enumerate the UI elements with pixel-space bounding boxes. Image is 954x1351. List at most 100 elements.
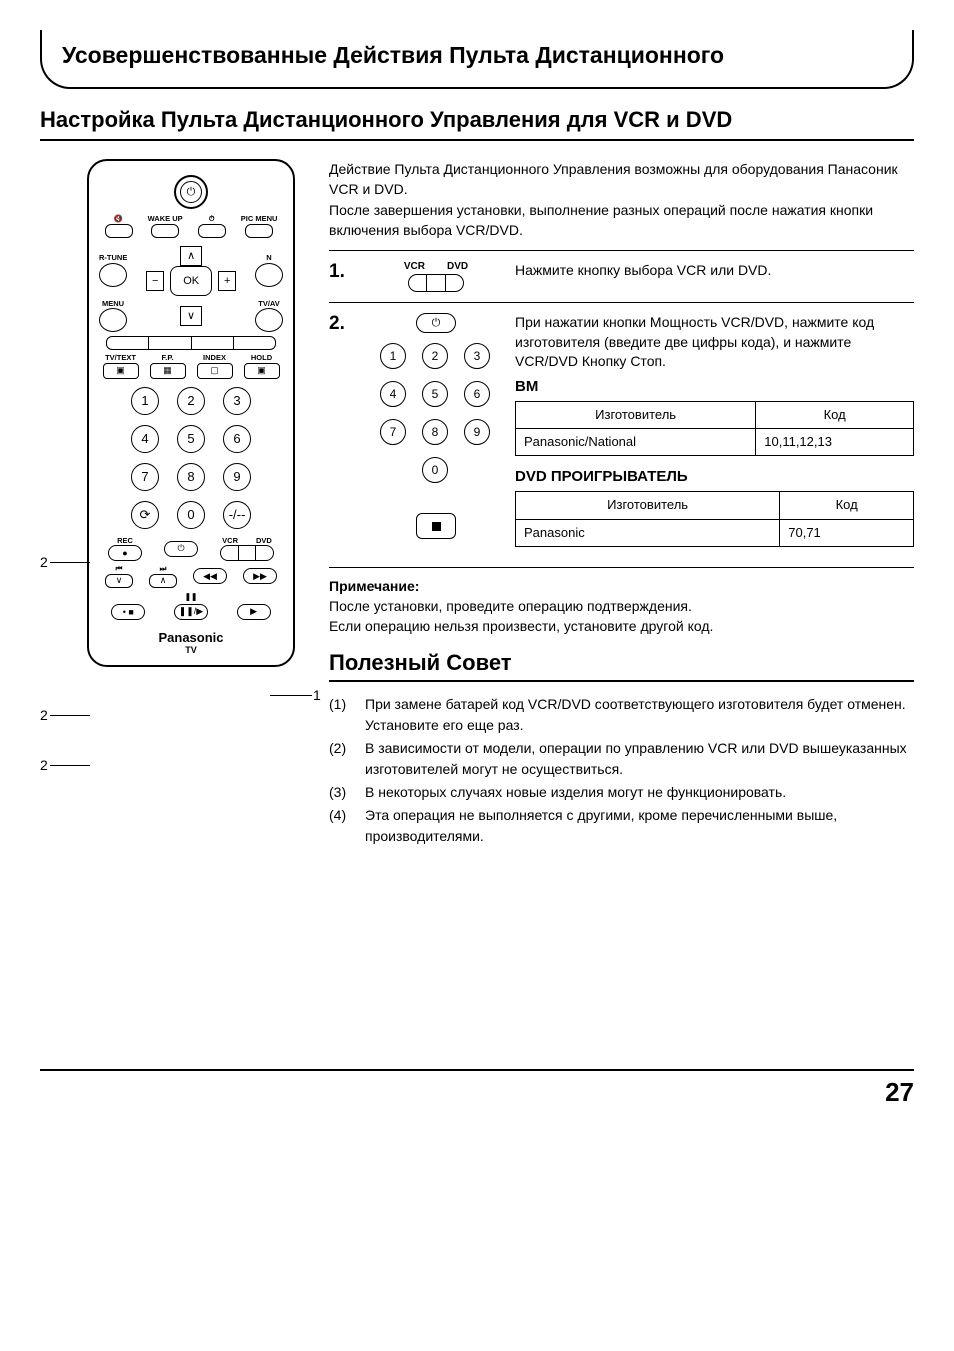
num-9: 9: [223, 463, 251, 491]
tip-1-text2: Установите его еще раз.: [365, 717, 524, 733]
rec-label: REC: [117, 537, 133, 545]
play-pause-button: ❚❚/▶: [174, 604, 208, 620]
intro-p2: После завершения установки, выполнение р…: [329, 200, 914, 241]
tips-title: Полезный Совет: [329, 650, 914, 682]
fp-label: F.P.: [162, 354, 174, 362]
dvd-r1c2: 70,71: [780, 519, 914, 546]
page-subtitle: Настройка Пульта Дистанционного Управлен…: [40, 107, 914, 141]
dvd-h2: Код: [780, 492, 914, 519]
tip-2-text: В зависимости от модели, операции по упр…: [365, 738, 914, 780]
note-line-1: После установки, проведите операцию подт…: [329, 596, 914, 616]
plus-button: +: [218, 271, 236, 291]
menu-label: MENU: [102, 300, 124, 308]
note-heading: Примечание:: [329, 578, 914, 594]
color-bar: [106, 336, 276, 350]
bm-r1c2: 10,11,12,13: [756, 429, 914, 456]
annotation-2a: 2: [40, 554, 48, 570]
tip-3-n: (3): [329, 782, 357, 803]
number-pad: 1 2 3 4 5 6 7 8 9 ⟳ 0 -/--: [99, 387, 283, 529]
rewind-button: ◀◀: [193, 568, 227, 584]
num-6: 6: [223, 425, 251, 453]
page-footer: 27: [40, 1069, 914, 1108]
step1-switch-icon: [408, 274, 464, 292]
play-button: ▶: [237, 604, 271, 620]
tip-1-n: (1): [329, 694, 357, 736]
tip-4-n: (4): [329, 805, 357, 847]
page-number: 27: [885, 1077, 914, 1107]
up-arrow: ∧: [180, 246, 202, 266]
down-arrow: ∨: [180, 306, 202, 326]
vcr-power-button: ⏻: [164, 541, 198, 557]
step1-dvd-label: DVD: [447, 261, 468, 272]
power-button: ⏻: [174, 175, 208, 209]
intro-p1: Действие Пульта Дистанционного Управлени…: [329, 159, 914, 200]
dvd-r1c1: Panasonic: [516, 519, 780, 546]
timer-icon: ⏱: [209, 215, 215, 223]
index-label: INDEX: [203, 354, 226, 362]
dash-icon: -/--: [223, 501, 251, 529]
prev-icon: ⏮: [116, 565, 123, 573]
title-box: Усовершенствованные Действия Пульта Дист…: [40, 30, 914, 89]
ffwd-button: ▶▶: [243, 568, 277, 584]
step1-vcr-label: VCR: [404, 261, 425, 272]
hold-label: HOLD: [251, 354, 272, 362]
num-2: 2: [177, 387, 205, 415]
n-label: N: [266, 254, 271, 262]
rtune-label: R-TUNE: [99, 254, 127, 262]
annotation-2c: 2: [40, 757, 48, 773]
dvd-h1: Изготовитель: [516, 492, 780, 519]
num-1: 1: [131, 387, 159, 415]
note-line-2: Если операцию нельзя произвести, установ…: [329, 616, 914, 636]
step-2: 2. ⏻ 123 456 789 0 При нажатии кнопки Мо…: [329, 302, 914, 568]
mute-icon: 🔇: [114, 215, 123, 223]
step-2-num: 2.: [329, 313, 357, 557]
tip-4-text: Эта операция не выполняется с другими, к…: [365, 805, 914, 847]
stop-button: • ■: [111, 604, 145, 620]
vcr-dvd-switch: [220, 545, 274, 561]
step2-power-icon: ⏻: [416, 313, 456, 333]
step-1-text: Нажмите кнопку выбора VCR или DVD.: [515, 261, 914, 292]
annotation-2b: 2: [40, 707, 48, 723]
step-1-num: 1.: [329, 261, 357, 292]
annotation-1: 1: [313, 687, 321, 703]
tips-list: (1) При замене батарей код VCR/DVD соотве…: [329, 694, 914, 847]
minus-button: −: [146, 271, 164, 291]
brand-sub-label: TV: [99, 645, 283, 655]
num-5: 5: [177, 425, 205, 453]
bm-table: ИзготовительКод Panasonic/National10,11,…: [515, 401, 914, 456]
dvd-table: ИзготовительКод Panasonic70,71: [515, 491, 914, 546]
dvd-title: DVD ПРОИГРЫВАТЕЛЬ: [515, 466, 914, 487]
dvd-label: DVD: [256, 537, 272, 545]
num-4: 4: [131, 425, 159, 453]
brand-label: Panasonic: [99, 630, 283, 645]
tip-1-text: При замене батарей код VCR/DVD соответст…: [365, 696, 906, 712]
tvtext-label: TV/TEXT: [105, 354, 136, 362]
remote-diagram: ⏻ 🔇 WAKE UP ⏱ PIC MENU R-TUNE ∧ − OK + N: [87, 159, 295, 667]
tip-2-n: (2): [329, 738, 357, 780]
num-8: 8: [177, 463, 205, 491]
bm-r1c1: Panasonic/National: [516, 429, 756, 456]
picmenu-label: PIC MENU: [241, 215, 278, 223]
page-title: Усовершенствованные Действия Пульта Дист…: [62, 42, 892, 69]
pause-label: ❚❚: [185, 592, 198, 601]
step2-numpad: 123 456 789 0: [371, 343, 501, 483]
num-0: 0: [177, 501, 205, 529]
num-3: 3: [223, 387, 251, 415]
remote-column: 2 2 2 1 ⏻ 🔇 WAKE UP ⏱ PIC MENU R-TUNE ∧ …: [40, 159, 305, 849]
step-1: 1. VCR DVD Нажмите кнопку выбора VCR или…: [329, 250, 914, 302]
step-2-text: При нажатии кнопки Мощность VCR/DVD, наж…: [515, 313, 914, 372]
ok-button: OK: [170, 266, 212, 296]
next-icon: ⏭: [160, 565, 167, 573]
loop-icon: ⟳: [131, 501, 159, 529]
num-7: 7: [131, 463, 159, 491]
rec-button: ●: [108, 545, 142, 561]
wakeup-label: WAKE UP: [148, 215, 183, 223]
step2-stop-icon: [416, 513, 456, 539]
bm-h2: Код: [756, 401, 914, 428]
content-column: Действие Пульта Дистанционного Управлени…: [329, 159, 914, 849]
tip-3-text: В некоторых случаях новые изделия могут …: [365, 782, 786, 803]
bm-h1: Изготовитель: [516, 401, 756, 428]
vcr-label: VCR: [222, 537, 238, 545]
tvav-label: TV/AV: [258, 300, 280, 308]
bm-title: ВМ: [515, 376, 914, 397]
